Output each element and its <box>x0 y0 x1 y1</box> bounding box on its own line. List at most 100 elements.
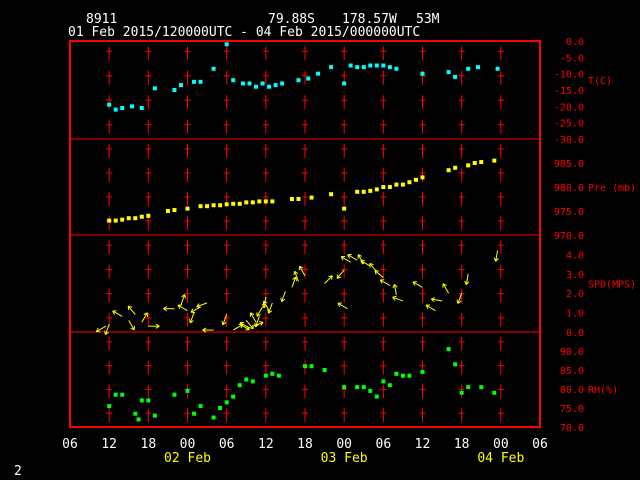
wind-arrow-head <box>267 309 270 314</box>
wind-arrow-head <box>249 327 254 330</box>
wind-arrow <box>239 322 250 329</box>
pres-point <box>218 203 223 208</box>
rh-point <box>387 383 392 388</box>
plot-frame <box>69 40 541 428</box>
temp-y-tick: -5.0 <box>560 53 584 64</box>
wind-arrow-head <box>425 304 429 309</box>
x-tick-label: 00 <box>493 437 509 452</box>
rh-point <box>113 392 118 397</box>
rh-point <box>446 347 451 352</box>
wind-arrow <box>374 270 384 279</box>
pres-point <box>342 206 347 211</box>
pres-point <box>309 195 314 200</box>
pres-point <box>120 217 125 222</box>
wind-arrow-head <box>190 308 194 313</box>
wind-arrow-head <box>263 300 268 304</box>
pres-point <box>165 209 170 213</box>
wind-arrow-head <box>379 279 383 284</box>
temp-point <box>211 66 216 71</box>
wind-arrow-head <box>155 323 160 327</box>
wind-y-tick: 2.0 <box>566 289 584 300</box>
wind-arrow <box>141 312 148 323</box>
wind-arrow-head <box>260 322 264 326</box>
rh-point <box>192 411 197 416</box>
wind-arrow-head <box>261 304 265 309</box>
wind-arrow-head <box>181 294 186 298</box>
wind-arrow <box>324 275 333 284</box>
station-elevation: 53M <box>416 12 440 27</box>
wind-arrow-head <box>163 308 168 312</box>
wind-arrow <box>457 293 463 304</box>
wind-arrow <box>268 302 273 314</box>
wind-arrow-head <box>347 254 350 259</box>
wind-y-tick: 1.0 <box>566 309 584 320</box>
rh-point <box>237 383 242 388</box>
rh-point <box>244 377 249 382</box>
temp-point <box>495 66 500 71</box>
wind-arrow-head <box>360 260 364 265</box>
pres-point <box>172 208 177 213</box>
wind-arrow-head <box>336 276 342 279</box>
rh-point <box>453 362 458 367</box>
wind-arrow <box>252 321 264 327</box>
wind-arrow-head <box>95 327 99 332</box>
wind-arrow <box>336 269 345 279</box>
wind-arrow <box>222 314 228 326</box>
rh-point <box>172 392 177 397</box>
wind-arrow-head <box>369 262 374 266</box>
pres-point <box>146 213 151 218</box>
wind-arrow-head <box>184 294 187 299</box>
x-tick-label: 12 <box>415 437 431 452</box>
wind-arrow <box>299 265 306 276</box>
rh-point <box>479 385 484 390</box>
rh-point <box>107 404 112 409</box>
temp-point <box>120 105 125 110</box>
pres-y-tick: 980.0 <box>554 183 584 194</box>
wind-arrow-head <box>495 258 499 262</box>
wind-arrow-head <box>392 295 397 298</box>
pres-point <box>479 160 484 165</box>
temp-point <box>273 83 278 88</box>
wind-arrow-head <box>295 276 298 282</box>
temp-point <box>387 65 392 70</box>
wind-arrow <box>340 256 351 263</box>
wind-arrow <box>250 312 257 323</box>
temp-point <box>466 66 471 71</box>
temp-y-tick: -15.0 <box>554 86 584 97</box>
pres-y-tick: 970.0 <box>554 231 584 242</box>
wind-arrow-head <box>188 318 191 324</box>
wind-arrow-head <box>255 323 260 328</box>
pres-point <box>492 158 497 163</box>
wind-arrow <box>263 300 270 311</box>
wind-arrow-head <box>442 283 447 286</box>
wind-arrow-head <box>331 275 333 280</box>
pres-point <box>133 216 138 221</box>
wind-y-tick: 0.0 <box>566 328 584 339</box>
pres-point <box>466 163 471 168</box>
wind-arrow-head <box>431 297 436 300</box>
wind-arrow <box>360 260 371 267</box>
wind-arrow-head <box>127 306 130 311</box>
x-tick-label: 18 <box>141 437 157 452</box>
x-tick-label: 12 <box>258 437 274 452</box>
temp-point <box>394 66 399 71</box>
pres-point <box>244 200 249 205</box>
wind-arrow-head <box>374 270 377 275</box>
temp-point <box>453 74 458 79</box>
temp-point <box>254 84 259 89</box>
station-lon: 178.57W <box>342 12 397 27</box>
pres-point <box>355 189 360 194</box>
rh-point <box>394 371 399 376</box>
wind-arrow <box>281 291 286 302</box>
pres-point <box>205 204 210 209</box>
wind-arrow <box>177 304 188 312</box>
wind-arrow-head <box>412 281 416 286</box>
rh-point <box>303 364 307 369</box>
wind-arrow <box>189 312 195 324</box>
wind-arrow <box>465 273 469 285</box>
pres-point <box>400 182 405 187</box>
temp-point <box>192 79 197 84</box>
x-tick-label: 00 <box>336 437 352 452</box>
wind-arrow <box>425 304 436 312</box>
wind-arrow-head <box>456 299 459 304</box>
